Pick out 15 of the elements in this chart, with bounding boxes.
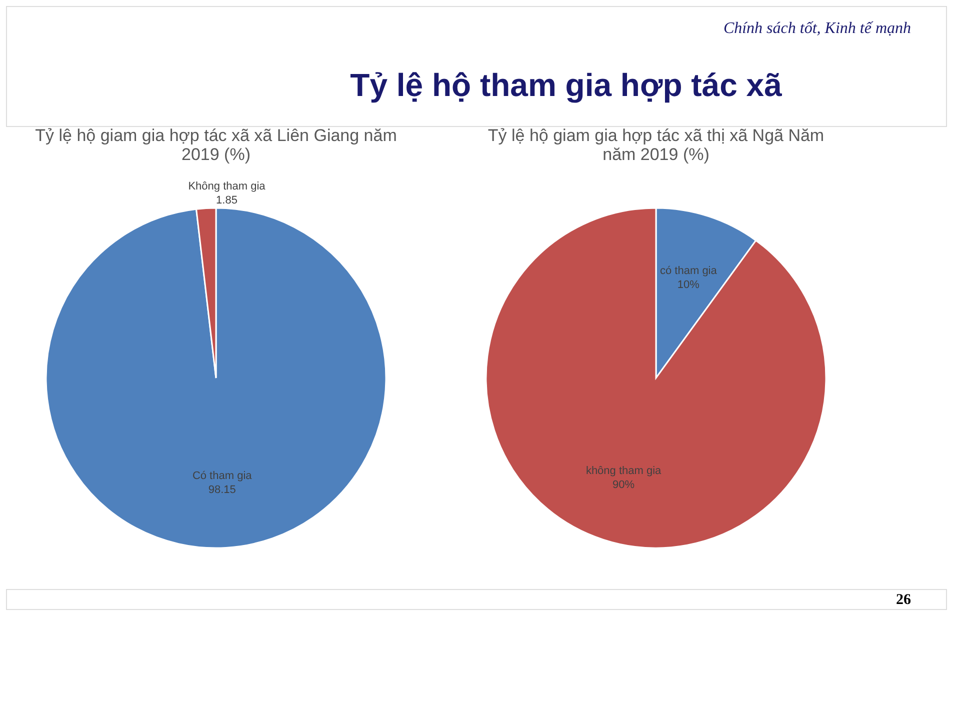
text: Tỷ lệ hộ tham gia hợp tác xã: [350, 67, 782, 103]
chart-title: Tỷ lệ hộ giam gia hợp tác xã xã Liên Giang năm 2019 (%): [35, 126, 397, 164]
text: 26: [896, 592, 912, 608]
pie-slice: [485, 207, 827, 548]
slice-label: Không tham gia: [188, 180, 266, 192]
slice-label: không tham gia: [586, 464, 662, 477]
data-label: 1.85: [216, 194, 238, 206]
data-label: 98.15: [208, 484, 236, 496]
data-label: 10%: [677, 279, 700, 292]
slice-label: Có tham gia: [192, 470, 253, 482]
pie-slice: [45, 207, 387, 548]
slice-label: có tham gia: [660, 265, 718, 278]
chart-title: Tỷ lệ hộ giam gia hợp tác xã thị xã Ngã Năm năm 2019 (%): [488, 126, 824, 164]
text: Chính sách tốt, Kinh tế mạnh: [723, 20, 911, 37]
data-label: 90%: [612, 478, 635, 491]
